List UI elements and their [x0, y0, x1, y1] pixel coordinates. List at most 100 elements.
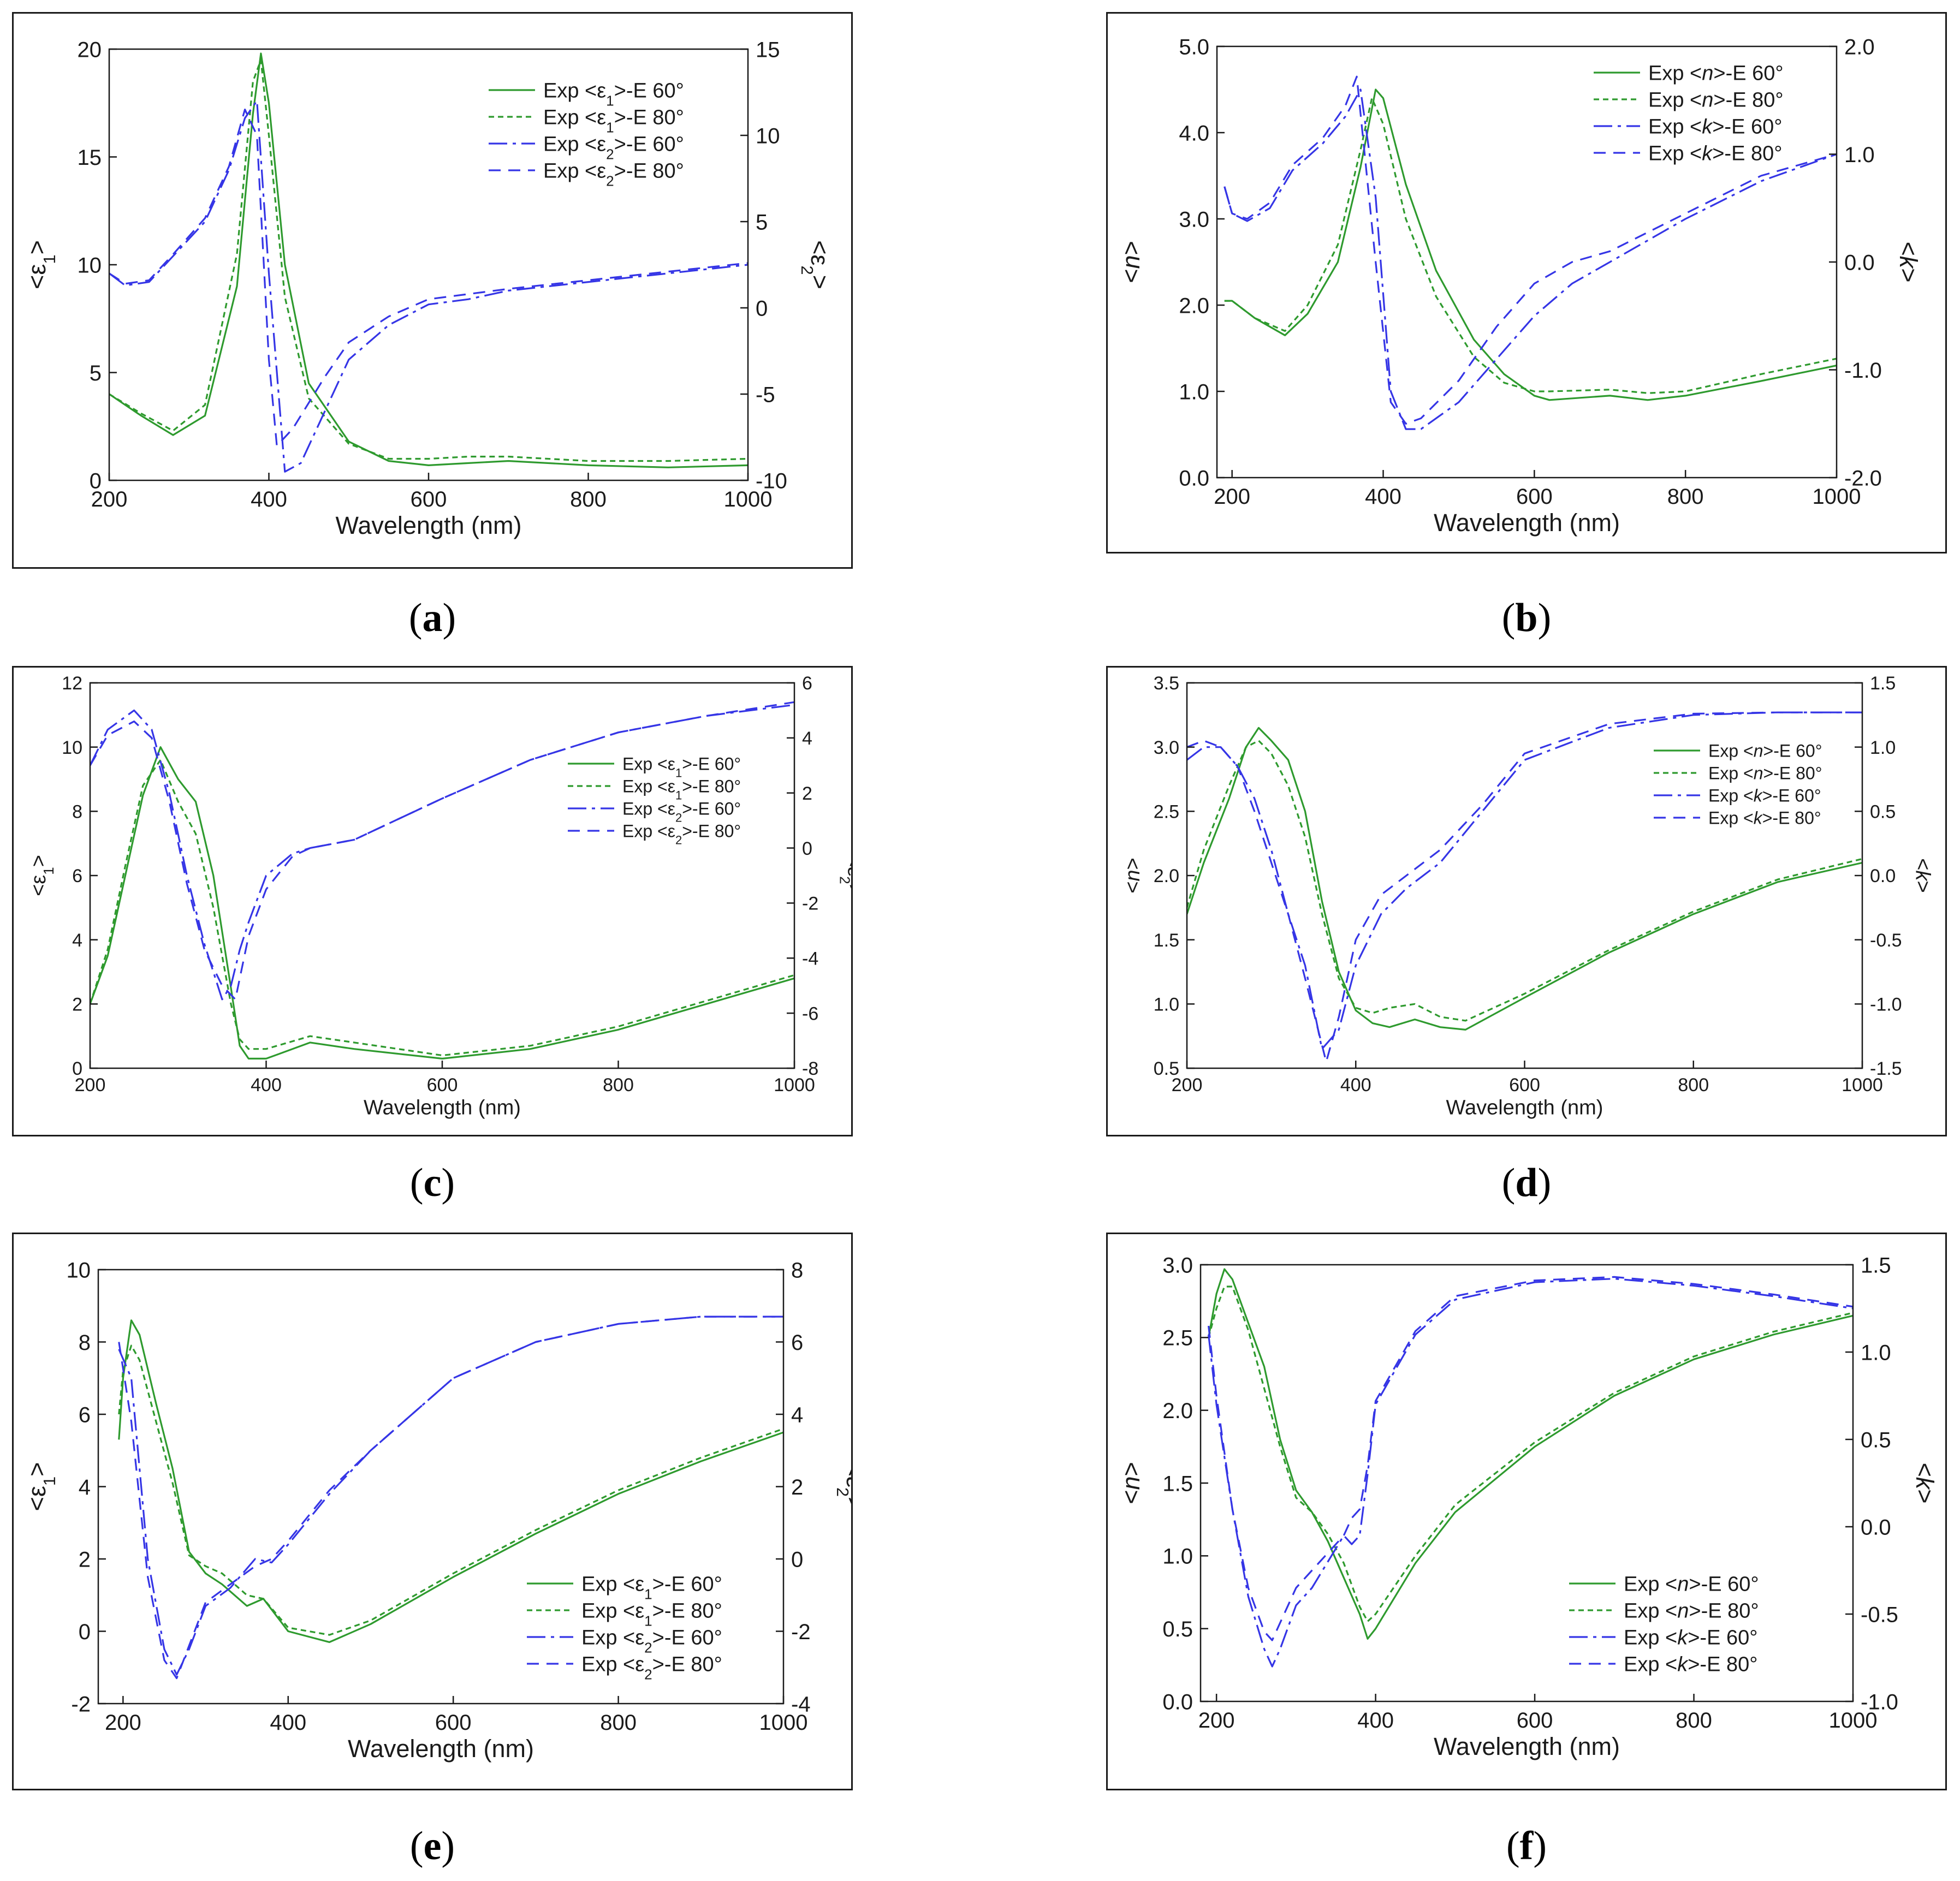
chart-c-xtick-label-1: 400	[251, 1075, 282, 1096]
chart-b-legend-label-0: Exp <n>-E 60°	[1648, 62, 1784, 85]
chart-a-series-0	[109, 52, 748, 468]
caption-e: (e)	[409, 1824, 455, 1868]
chart-b-ytick-right-label-1: -1.0	[1844, 359, 1882, 383]
chart-e-ytick-left-label-5: 8	[79, 1331, 91, 1355]
chart-f-xtick-label-0: 200	[1198, 1709, 1235, 1733]
chart-b-ytick-left-label-3: 3.0	[1179, 207, 1209, 231]
chart-e-series-0	[118, 1319, 783, 1644]
chart-f-ytick-left-label-6: 3.0	[1162, 1253, 1193, 1277]
chart-f-ytick-right-label-1: -0.5	[1861, 1603, 1898, 1627]
chart-e-y-right-axis-label: <ε2>	[834, 1462, 852, 1511]
chart-b-xtick-label-4: 1000	[1813, 485, 1861, 509]
chart-a-xtick-label-3: 800	[570, 487, 607, 511]
chart-a-y-left-axis-label: <ε1>	[23, 240, 59, 289]
chart-a-svg: 200 400 600 800 1000 0 5 10 15 20 -10 -5 0 5 10 15 Wavel…	[23, 38, 834, 539]
chart-b-xtick-label-3: 800	[1667, 485, 1704, 509]
chart-a-legend-label-1: Exp <ε1>-E 80°	[543, 106, 684, 136]
chart-e-ytick-left-label-1: 0	[79, 1620, 91, 1644]
chart-d-xtick-label-2: 600	[1509, 1075, 1540, 1096]
chart-e-ytick-right-label-5: 6	[791, 1331, 803, 1355]
caption-a: (a)	[408, 596, 456, 640]
chart-d-legend-label-3: Exp <k>-E 80°	[1708, 808, 1821, 828]
chart-f-xtick-label-4: 1000	[1829, 1709, 1878, 1733]
chart-a-xtick-label-1: 400	[251, 487, 287, 511]
chart-b-y-left-axis-label: <n>	[1117, 241, 1145, 283]
caption-b-letter: b	[1515, 596, 1538, 640]
chart-e-y-left-axis-label: <ε1>	[23, 1462, 59, 1511]
chart-e-legend-label-3: Exp <ε2>-E 80°	[581, 1653, 722, 1683]
chart-e-ytick-right-label-2: 0	[791, 1547, 803, 1572]
chart-a-ytick-left-label-3: 15	[78, 146, 102, 170]
chart-d-xtick-label-4: 1000	[1842, 1075, 1883, 1096]
chart-c-y-left-axis-label: <ε1>	[27, 855, 57, 896]
chart-b-ytick-right-label-2: 0.0	[1844, 251, 1875, 275]
chart-f-ytick-left-label-2: 1.0	[1162, 1545, 1193, 1569]
caption-f-letter: f	[1519, 1824, 1534, 1868]
chart-c-series-3	[90, 701, 794, 1001]
chart-c-ytick-right-label-2: -4	[802, 949, 818, 969]
chart-f-ytick-left-label-3: 1.5	[1162, 1472, 1193, 1496]
chart-b-svg: 200 400 600 800 1000 0.0 1.0 2.0 3.0 4.0 5.0 -2.0 -1…	[1117, 35, 1922, 537]
chart-d-ytick-right-label-2: -0.5	[1870, 930, 1902, 951]
chart-e-legend-label-2: Exp <ε2>-E 60°	[581, 1627, 722, 1656]
chart-d-svg: 200 400 600 800 1000 0.5 1.0 1.5 2.0 2.5 3.0 3.5 -1.…	[1121, 673, 1934, 1119]
chart-e-ytick-left-label-2: 2	[79, 1547, 91, 1572]
caption-e-letter: e	[423, 1824, 442, 1868]
chart-f-ytick-left-label-0: 0.0	[1162, 1690, 1193, 1714]
chart-d-series-1	[1187, 740, 1862, 1022]
chart-c-ytick-right-label-4: 0	[802, 838, 812, 859]
chart-b-series-3	[1223, 75, 1837, 425]
chart-a-ytick-right-label-5: 15	[756, 38, 780, 62]
chart-c-ytick-right-label-0: -8	[802, 1058, 818, 1079]
caption-b: (b)	[1501, 596, 1552, 640]
chart-a-ytick-right-label-2: 0	[756, 296, 768, 320]
chart-e-series-3	[118, 1315, 783, 1680]
chart-a-ytick-left-label-1: 5	[90, 361, 102, 385]
chart-c-ytick-right-label-1: -6	[802, 1003, 818, 1024]
chart-d-ytick-right-label-1: -1.0	[1870, 995, 1902, 1015]
chart-c-ytick-left-label-0: 0	[72, 1058, 82, 1079]
chart-f-series-0	[1208, 1268, 1853, 1640]
chart-d-ytick-right-label-5: 1.0	[1870, 737, 1896, 758]
chart-c-ytick-left-label-3: 6	[72, 866, 82, 886]
chart-e-ytick-right-label-1: -2	[791, 1620, 811, 1644]
chart-e-series-1	[118, 1344, 783, 1636]
chart-d-legend-label-1: Exp <n>-E 80°	[1708, 764, 1822, 783]
chart-c-svg: 200 400 600 800 1000 0 2 4 6 8 10 12 -8 -6 -4 -2 0 2 4 6 Wav…	[27, 673, 851, 1119]
chart-f-xtick-label-1: 400	[1357, 1709, 1394, 1733]
chart-f-legend-label-1: Exp <n>-E 80°	[1624, 1600, 1759, 1623]
chart-b-ytick-left-label-5: 5.0	[1179, 35, 1209, 59]
chart-b-legend-label-3: Exp <k>-E 80°	[1648, 142, 1782, 165]
caption-d: (d)	[1501, 1160, 1552, 1205]
chart-c-ytick-left-label-2: 4	[72, 930, 82, 951]
chart-a-xtick-label-2: 600	[411, 487, 447, 511]
chart-b-ytick-left-label-2: 2.0	[1179, 294, 1209, 318]
chart-c-ytick-right-label-3: -2	[802, 894, 818, 914]
chart-c-ytick-left-label-1: 2	[72, 995, 82, 1015]
chart-c-ytick-left-label-4: 8	[72, 802, 82, 823]
chart-e-xtick-label-3: 800	[600, 1711, 637, 1735]
chart-d-xtick-label-1: 400	[1340, 1075, 1371, 1096]
chart-e-ytick-right-label-0: -4	[791, 1692, 811, 1716]
chart-a-xtick-label-0: 200	[91, 487, 128, 511]
chart-d-y-right-axis-label: <k>	[1911, 858, 1934, 892]
chart-panel-c: 200 400 600 800 1000 0 2 4 6 8 10 12 -8 -6 -4 -2 0 2 4 6 Wav…	[12, 666, 853, 1136]
chart-e-ytick-right-label-6: 8	[791, 1258, 803, 1282]
chart-c-legend-label-1: Exp <ε1>-E 80°	[622, 777, 741, 802]
chart-b-xtick-label-1: 400	[1365, 485, 1401, 509]
chart-d-ytick-left-label-0: 0.5	[1154, 1058, 1179, 1079]
chart-d-legend-label-0: Exp <n>-E 60°	[1708, 741, 1822, 761]
chart-f-xtick-label-3: 800	[1676, 1709, 1712, 1733]
chart-d-series-0	[1187, 727, 1862, 1031]
chart-b-ytick-left-label-0: 0.0	[1179, 466, 1209, 490]
chart-e-ytick-left-label-3: 4	[79, 1475, 91, 1499]
caption-c: (c)	[409, 1160, 455, 1205]
chart-a-series-3	[109, 109, 748, 447]
chart-d-ytick-right-label-0: -1.5	[1870, 1058, 1902, 1079]
chart-f-series-1	[1208, 1285, 1853, 1622]
chart-a-ytick-left-label-4: 20	[78, 38, 102, 62]
chart-e-xtick-label-4: 1000	[759, 1711, 808, 1735]
chart-f-ytick-left-label-5: 2.5	[1162, 1326, 1193, 1350]
chart-d-ytick-right-label-3: 0.0	[1870, 866, 1896, 886]
chart-f-ytick-right-label-3: 0.5	[1861, 1428, 1891, 1452]
